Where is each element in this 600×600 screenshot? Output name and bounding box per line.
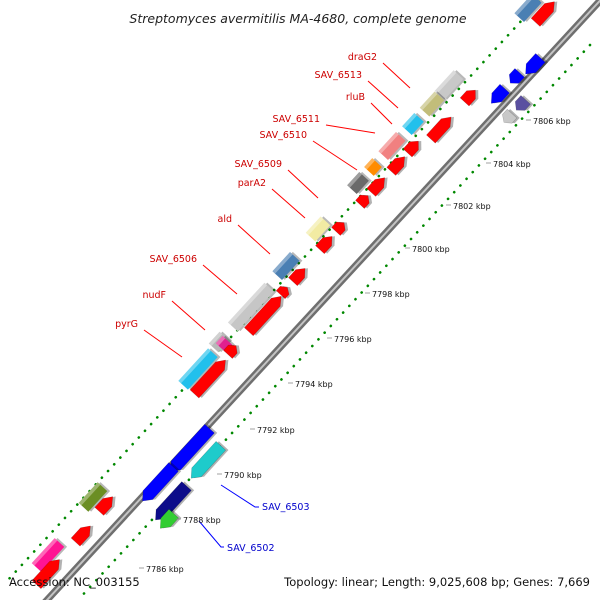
gene-label-forward: SAV_6510 <box>259 130 307 141</box>
kbp-scale-label: 7794 kbp <box>295 380 333 389</box>
gene-layer <box>31 0 558 589</box>
gene-leader-line <box>382 62 411 89</box>
backbone-line <box>42 0 600 600</box>
gene-leader-line <box>271 188 306 219</box>
kbp-scale-label: 7786 kbp <box>146 565 184 574</box>
gene-label-forward: rluB <box>346 92 365 103</box>
red-cds-arrow-11 <box>275 285 292 300</box>
cyan-rev-arrow <box>190 441 229 479</box>
pink-gene <box>31 537 68 572</box>
kbp-scale-label: 7800 kbp <box>412 245 450 254</box>
kbp-scale-label: 7804 kbp <box>493 160 531 169</box>
gene-leader-line <box>220 484 259 508</box>
genome-summary-label: Topology: linear; Length: 9,025,608 bp; … <box>283 575 590 589</box>
red-cds-arrow-2 <box>459 89 479 107</box>
map-title: Streptomyces avermitilis MA-4680, comple… <box>129 11 466 26</box>
gene-leader-line <box>198 520 224 548</box>
red-cds-arrow-9 <box>315 236 335 255</box>
skyblue-gene-pyrG <box>178 348 221 390</box>
gene-leader-line <box>143 329 183 358</box>
khaki-gene-SAV_6513 <box>419 91 448 117</box>
kbp-scale-label: 7790 kbp <box>224 471 262 480</box>
blue-rev-arrow-1 <box>525 53 549 75</box>
backbone-layer <box>42 0 600 600</box>
gene-leader-line <box>287 169 319 199</box>
accession-label: Accession: NC_003155 <box>9 575 140 589</box>
kbp-scale-label: 7802 kbp <box>453 202 491 211</box>
indigo-rev-arrow <box>515 95 534 111</box>
leader-line-layer <box>143 62 411 548</box>
gene-label-forward: parA2 <box>238 178 266 189</box>
gene-leader-line <box>367 80 399 109</box>
red-cds-arrow-12 <box>244 295 285 337</box>
red-cds-arrow-1 <box>530 1 558 27</box>
lightgray-gene-SAV_6506 <box>227 282 277 332</box>
red-cds-arrow-7 <box>355 194 373 209</box>
gene-leader-line <box>312 140 358 171</box>
orange-gene-SAV_6510 <box>364 158 385 176</box>
gene-label-forward: pyrG <box>115 319 138 330</box>
backbone-highlight <box>45 0 600 600</box>
red-cds-arrow-4 <box>402 140 422 158</box>
gene-label-forward: SAV_6506 <box>149 254 197 265</box>
gene-leader-line <box>370 102 393 125</box>
gray-rev-arrow <box>502 108 520 124</box>
kbp-scale-label: 7806 kbp <box>533 117 571 126</box>
gene-label-forward: nudF <box>142 290 166 301</box>
kbp-scale-label: 7788 kbp <box>183 516 221 525</box>
gene-label-forward: SAV_6513 <box>314 70 362 81</box>
kbp-scale-label: 7798 kbp <box>372 290 410 299</box>
green-rev-arrow <box>159 508 182 529</box>
gene-label-forward: ald <box>218 214 233 225</box>
label-layer: Streptomyces avermitilis MA-4680, comple… <box>9 11 590 589</box>
red-cds-arrow-14 <box>189 359 229 399</box>
gene-label-reverse: SAV_6503 <box>262 502 310 513</box>
gene-label-forward: SAV_6509 <box>234 159 282 170</box>
olive-gene <box>78 482 111 512</box>
steelblue-gene-ald <box>272 251 303 280</box>
red-cds-arrow-13 <box>223 344 241 359</box>
salmon-gene-SAV_6511 <box>378 131 409 160</box>
gene-leader-line <box>171 300 206 331</box>
paleyellow-gene-parA2 <box>305 216 334 242</box>
red-cds-arrow-17 <box>31 559 63 589</box>
red-cds-arrow-8 <box>331 221 349 236</box>
gene-label-forward: SAV_6511 <box>272 114 320 125</box>
blue-rev-arrow-2 <box>509 68 528 84</box>
kbp-scale-label: 7796 kbp <box>334 335 372 344</box>
red-cds-arrow-5 <box>386 156 408 176</box>
gene-leader-line <box>325 124 376 134</box>
gene-leader-line <box>237 224 271 255</box>
red-cds-arrow-15 <box>94 496 116 516</box>
gene-label-reverse: SAV_6502 <box>227 543 275 554</box>
steelblue-gene-top <box>514 0 545 22</box>
lower-dotted-guide <box>76 43 592 600</box>
lightgray-gene-draG2 <box>434 70 467 100</box>
red-cds-arrow-3 <box>426 116 454 144</box>
skyblue-gene-rluB <box>402 112 427 136</box>
red-cds-arrow-10 <box>288 268 308 287</box>
blue-rev-arrow-3 <box>490 83 513 104</box>
darkgray-gene-SAV_6509 <box>347 171 372 195</box>
red-cds-arrow-16 <box>70 525 94 547</box>
kbp-scale-label: 7792 kbp <box>257 426 295 435</box>
blue-rev-arrow-4 <box>142 462 182 502</box>
gene-label-forward: draG2 <box>348 52 377 63</box>
gene-leader-line <box>202 264 238 295</box>
red-cds-arrow-6 <box>366 177 388 197</box>
